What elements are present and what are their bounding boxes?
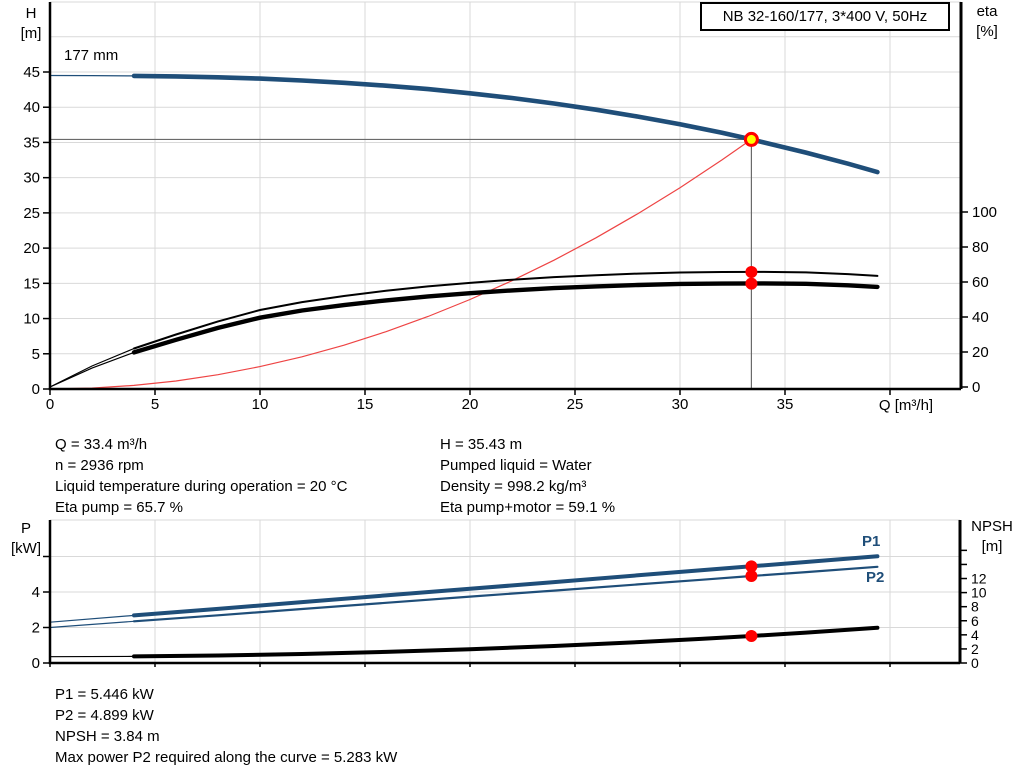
p2-curve-duty-dot — [745, 570, 758, 583]
npsh-tick-label: 4 — [971, 627, 979, 643]
npsh-curve-duty-dot — [745, 629, 758, 642]
h-tick-label: 45 — [23, 64, 40, 81]
npsh-tick-label: 0 — [971, 655, 979, 671]
npsh-axis-label-symbol: NPSH — [971, 518, 1013, 535]
eta-axis-label: eta [%] — [966, 2, 1008, 42]
eta-pump-curve-lead — [49, 347, 135, 388]
h-axis-label-unit: [m] — [20, 25, 42, 42]
info-line-eta-pump: Eta pump = 65.7 % — [55, 499, 183, 516]
h-tick-label: 25 — [23, 205, 40, 222]
h-tick-label: 20 — [23, 240, 40, 257]
eta-tick-label: 60 — [972, 274, 989, 291]
q-axis-label: Q [m³/h] — [878, 397, 934, 414]
q-tick-label: 0 — [46, 396, 54, 413]
system-curve — [49, 138, 752, 390]
h-tick-label: 5 — [32, 346, 40, 363]
p-axis-label: P [kW] — [6, 519, 46, 559]
eta-axis-label-symbol: eta — [976, 3, 998, 20]
npsh-tick-label: 10 — [971, 585, 987, 601]
npsh-tick-label: 8 — [971, 599, 979, 615]
h-tick-label: 15 — [23, 275, 40, 292]
h-axis-label: H [m] — [12, 4, 50, 44]
q-tick-label: 35 — [777, 396, 794, 413]
p1-curve-duty-dot — [745, 560, 758, 573]
h-tick-label: 0 — [32, 381, 40, 398]
eta-tick-label: 100 — [972, 204, 997, 221]
p-tick-label: 0 — [32, 655, 40, 672]
eta-pump-motor-curve-duty-dot — [745, 277, 758, 290]
eta-tick-label: 20 — [972, 344, 989, 361]
q-tick-label: 20 — [462, 396, 479, 413]
p1-curve-label: P1 — [862, 533, 881, 550]
info-line-max-power: Max power P2 required along the curve = … — [55, 749, 398, 766]
npsh-axis-label: NPSH [m] — [962, 517, 1022, 557]
q-tick-label: 5 — [151, 396, 159, 413]
p2-curve-label: P2 — [866, 569, 885, 586]
h-axis-label-symbol: H — [25, 5, 37, 22]
npsh-axis-label-unit: [m] — [981, 538, 1003, 555]
duty-info-left-column: Q = 33.4 m³/h n = 2936 rpm Liquid temper… — [55, 434, 435, 518]
info-line-p1: P1 = 5.446 kW — [55, 686, 154, 703]
p-tick-label: 2 — [32, 620, 40, 637]
info-line-density: Density = 998.2 kg/m³ — [440, 478, 587, 495]
h-tick-label: 10 — [23, 311, 40, 328]
info-line-liquid-temp: Liquid temperature during operation = 20… — [55, 478, 348, 495]
info-line-pumped-liquid: Pumped liquid = Water — [440, 457, 592, 474]
eta-tick-label: 80 — [972, 239, 989, 256]
info-line-eta-pump-motor: Eta pump+motor = 59.1 % — [440, 499, 616, 516]
p2-curve-lead — [49, 620, 135, 629]
info-line-p2: P2 = 4.899 kW — [55, 707, 154, 724]
eta-axis-label-unit: [%] — [976, 23, 998, 40]
q-tick-label: 25 — [567, 396, 584, 413]
q-tick-label: 10 — [252, 396, 269, 413]
q-tick-label: 15 — [357, 396, 374, 413]
eta-tick-label: 40 — [972, 309, 989, 326]
h-tick-label: 30 — [23, 170, 40, 187]
info-line-npsh: NPSH = 3.84 m — [55, 728, 160, 745]
p1-curve-lead — [49, 614, 135, 623]
info-line-n: n = 2936 rpm — [55, 457, 144, 474]
p-tick-label: 4 — [32, 584, 40, 601]
p-axis-label-symbol: P — [20, 520, 31, 537]
h-tick-label: 40 — [23, 99, 40, 116]
q-tick-label: 30 — [672, 396, 689, 413]
eta-pump-motor-curve — [131, 281, 880, 355]
power-info-block: P1 = 5.446 kW P2 = 4.899 kW NPSH = 3.84 … — [55, 684, 535, 768]
info-line-h: H = 35.43 m — [440, 436, 523, 453]
npsh-curve — [132, 625, 880, 659]
eta-tick-label: 0 — [972, 379, 980, 396]
impeller-diameter-label: 177 mm — [64, 47, 119, 64]
npsh-tick-label: 12 — [971, 571, 987, 587]
eta-pump-curve — [133, 270, 879, 350]
npsh-tick-label: 2 — [971, 641, 979, 657]
p1-curve — [132, 554, 880, 618]
p-axis-label-unit: [kW] — [11, 540, 41, 557]
duty-info-right-column: H = 35.43 m Pumped liquid = Water Densit… — [440, 434, 840, 518]
info-line-q: Q = 33.4 m³/h — [55, 436, 148, 453]
operating-point-marker — [743, 131, 759, 147]
h-tick-label: 35 — [23, 134, 40, 151]
pump-curve-177mm — [131, 73, 880, 175]
p2-curve — [132, 565, 879, 623]
npsh-tick-label: 6 — [971, 613, 979, 629]
eta-pump-motor-curve-lead — [49, 351, 135, 388]
eta-pump-curve-duty-dot — [745, 266, 758, 279]
pump-model-title-box: NB 32-160/177, 3*400 V, 50Hz — [700, 2, 950, 31]
